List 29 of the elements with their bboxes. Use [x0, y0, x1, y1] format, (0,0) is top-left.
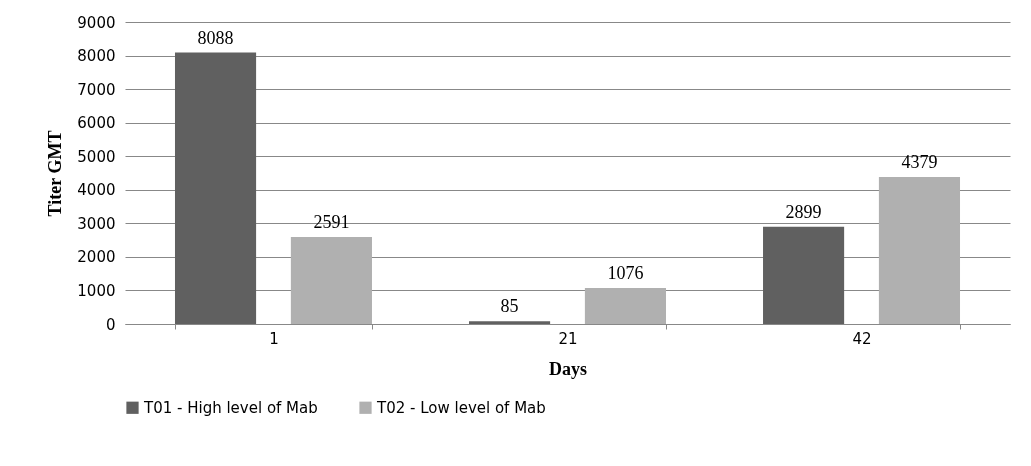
bar [878, 177, 961, 324]
x-tick-label: 21 [558, 329, 578, 348]
y-axis-title: Titer GMT [45, 130, 66, 217]
bar [469, 321, 551, 324]
data-label: 85 [500, 296, 519, 317]
x-axis-title: Days [548, 358, 588, 379]
y-tick-label: 9000 [77, 13, 116, 32]
y-tick-label: 7000 [77, 80, 116, 99]
bar [174, 52, 257, 324]
y-tick-label: 2000 [77, 248, 116, 267]
y-tick-label: 5000 [77, 147, 116, 166]
y-tick-label: 1000 [77, 281, 116, 300]
y-tick-label: 4000 [77, 181, 116, 200]
data-label: 1076 [607, 262, 644, 283]
data-label: 2591 [313, 212, 350, 233]
x-tick-label: 42 [852, 329, 872, 348]
y-tick-label: 8000 [77, 47, 116, 66]
y-tick-label: 3000 [77, 214, 116, 233]
bar [290, 237, 372, 324]
bar [763, 226, 845, 324]
data-label: 2899 [785, 201, 822, 222]
x-tick-label: 1 [269, 329, 279, 348]
data-label: 4379 [901, 152, 938, 173]
legend-label: T01 - High level of Mab [143, 398, 318, 417]
y-tick-label: 0 [105, 315, 116, 334]
data-label: 8088 [197, 27, 234, 48]
bar [584, 287, 666, 324]
y-tick-label: 6000 [77, 114, 116, 133]
legend-label: T02 - Low level of Mab [376, 398, 546, 417]
